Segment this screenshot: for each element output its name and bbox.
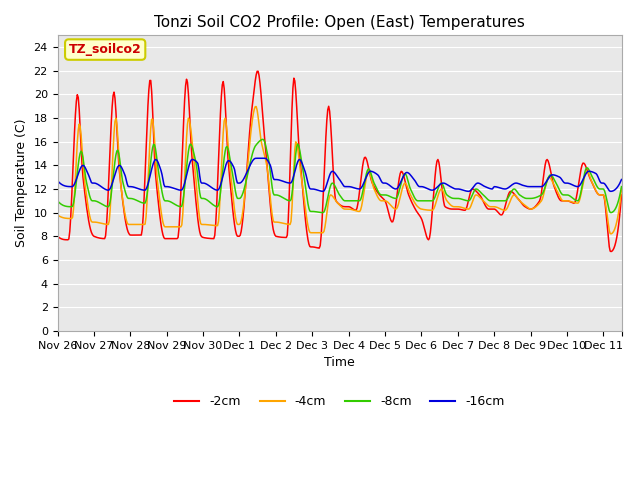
X-axis label: Time: Time <box>324 356 355 369</box>
Y-axis label: Soil Temperature (C): Soil Temperature (C) <box>15 119 28 247</box>
Title: Tonzi Soil CO2 Profile: Open (East) Temperatures: Tonzi Soil CO2 Profile: Open (East) Temp… <box>154 15 525 30</box>
Legend: -2cm, -4cm, -8cm, -16cm: -2cm, -4cm, -8cm, -16cm <box>170 390 509 413</box>
Text: TZ_soilco2: TZ_soilco2 <box>69 43 141 56</box>
